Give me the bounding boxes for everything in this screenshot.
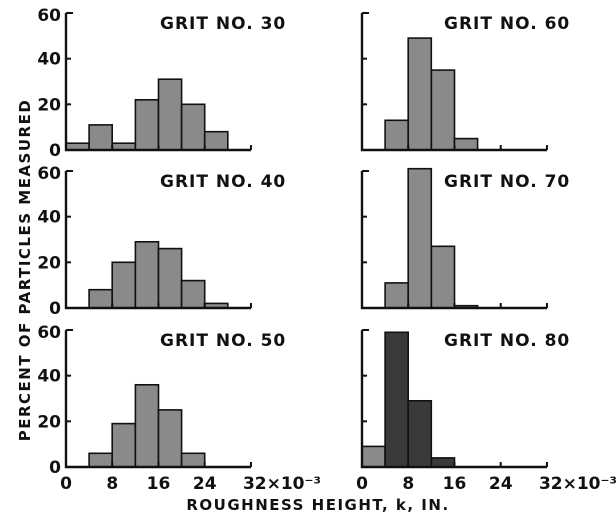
x-tick-label: 24 (489, 474, 513, 494)
histogram-bar (157, 247, 183, 309)
y-tick-label: 20 (37, 95, 61, 115)
panel-grit-80: 0 8 16 24 32×10⁻³ GRIT NO. 80 (356, 329, 616, 494)
histogram-bar (407, 167, 433, 309)
panel-grit-40: 0 20 40 60 GRIT NO. 40 (37, 164, 286, 319)
panel-grit-30: 0 20 40 60 GRIT NO. 30 (37, 6, 286, 161)
panel-title: GRIT NO. 30 (160, 14, 286, 34)
histogram-bar (134, 241, 160, 309)
histogram-bar (384, 282, 410, 309)
y-tick-label: 60 (37, 323, 61, 343)
y-tick-label: 60 (37, 164, 61, 184)
x-tick-label: 8 (402, 474, 414, 494)
panel-title: GRIT NO. 50 (160, 331, 286, 351)
y-tick-label: 0 (49, 141, 61, 161)
y-tick-label: 40 (37, 208, 61, 228)
histogram-bar (180, 103, 206, 151)
histogram-bar (180, 452, 206, 468)
x-tick-label: 16 (443, 474, 467, 494)
x-tick-label: 16 (147, 474, 171, 494)
x-tick-label: 8 (106, 474, 118, 494)
histogram-bar (134, 99, 160, 151)
y-axis-title: PERCENT OF PARTICLES MEASURED (16, 99, 34, 442)
histogram-bar (88, 124, 113, 151)
histogram-bar (384, 331, 410, 468)
histogram-bar (134, 383, 160, 468)
histogram-bar (111, 261, 137, 309)
x-tick-label: 32×10⁻³ (539, 474, 616, 494)
y-tick-label: 40 (37, 50, 61, 70)
panel-grit-70: GRIT NO. 70 (360, 167, 570, 310)
panel-grit-60: GRIT NO. 60 (360, 12, 570, 152)
y-tick-label: 40 (37, 367, 61, 387)
y-tick-label: 20 (37, 253, 61, 273)
histogram-bar (407, 399, 433, 468)
x-tick-label: 0 (356, 474, 368, 494)
panel-grit-50: 0 20 40 60 0 8 16 24 32×10⁻³ GRIT NO. 50 (37, 323, 321, 494)
x-axis-title: ROUGHNESS HEIGHT, k, IN. (186, 496, 449, 514)
histogram-bar (157, 78, 183, 151)
panel-title: GRIT NO. 70 (444, 172, 570, 192)
panel-title: GRIT NO. 40 (160, 172, 286, 192)
panels-layer: 0 20 40 60 GRIT NO. 30 GRIT NO. 60 0 20 40 60 GRIT… (37, 6, 616, 494)
histogram-bar (361, 445, 386, 468)
panel-title: GRIT NO. 80 (444, 331, 570, 351)
x-tick-label: 0 (60, 474, 72, 494)
y-tick-label: 0 (49, 458, 61, 478)
histogram-bar (157, 409, 183, 468)
y-tick-label: 0 (49, 299, 61, 319)
y-tick-label: 20 (37, 412, 61, 432)
histogram-bar (384, 119, 410, 151)
histogram-bar (407, 37, 433, 151)
histogram-bar (88, 288, 113, 309)
histogram-bar (453, 137, 479, 151)
y-tick-label: 60 (37, 6, 61, 26)
histogram-bar (430, 457, 456, 468)
histogram-bar (430, 245, 456, 309)
histogram-bar (111, 422, 137, 468)
histogram-bar (88, 452, 113, 468)
panel-title: GRIT NO. 60 (444, 14, 570, 34)
histogram-bar (203, 130, 229, 151)
histogram-bar (180, 279, 206, 309)
x-tick-label: 24 (193, 474, 217, 494)
histogram-bar (430, 69, 456, 151)
x-tick-label: 32×10⁻³ (243, 474, 321, 494)
